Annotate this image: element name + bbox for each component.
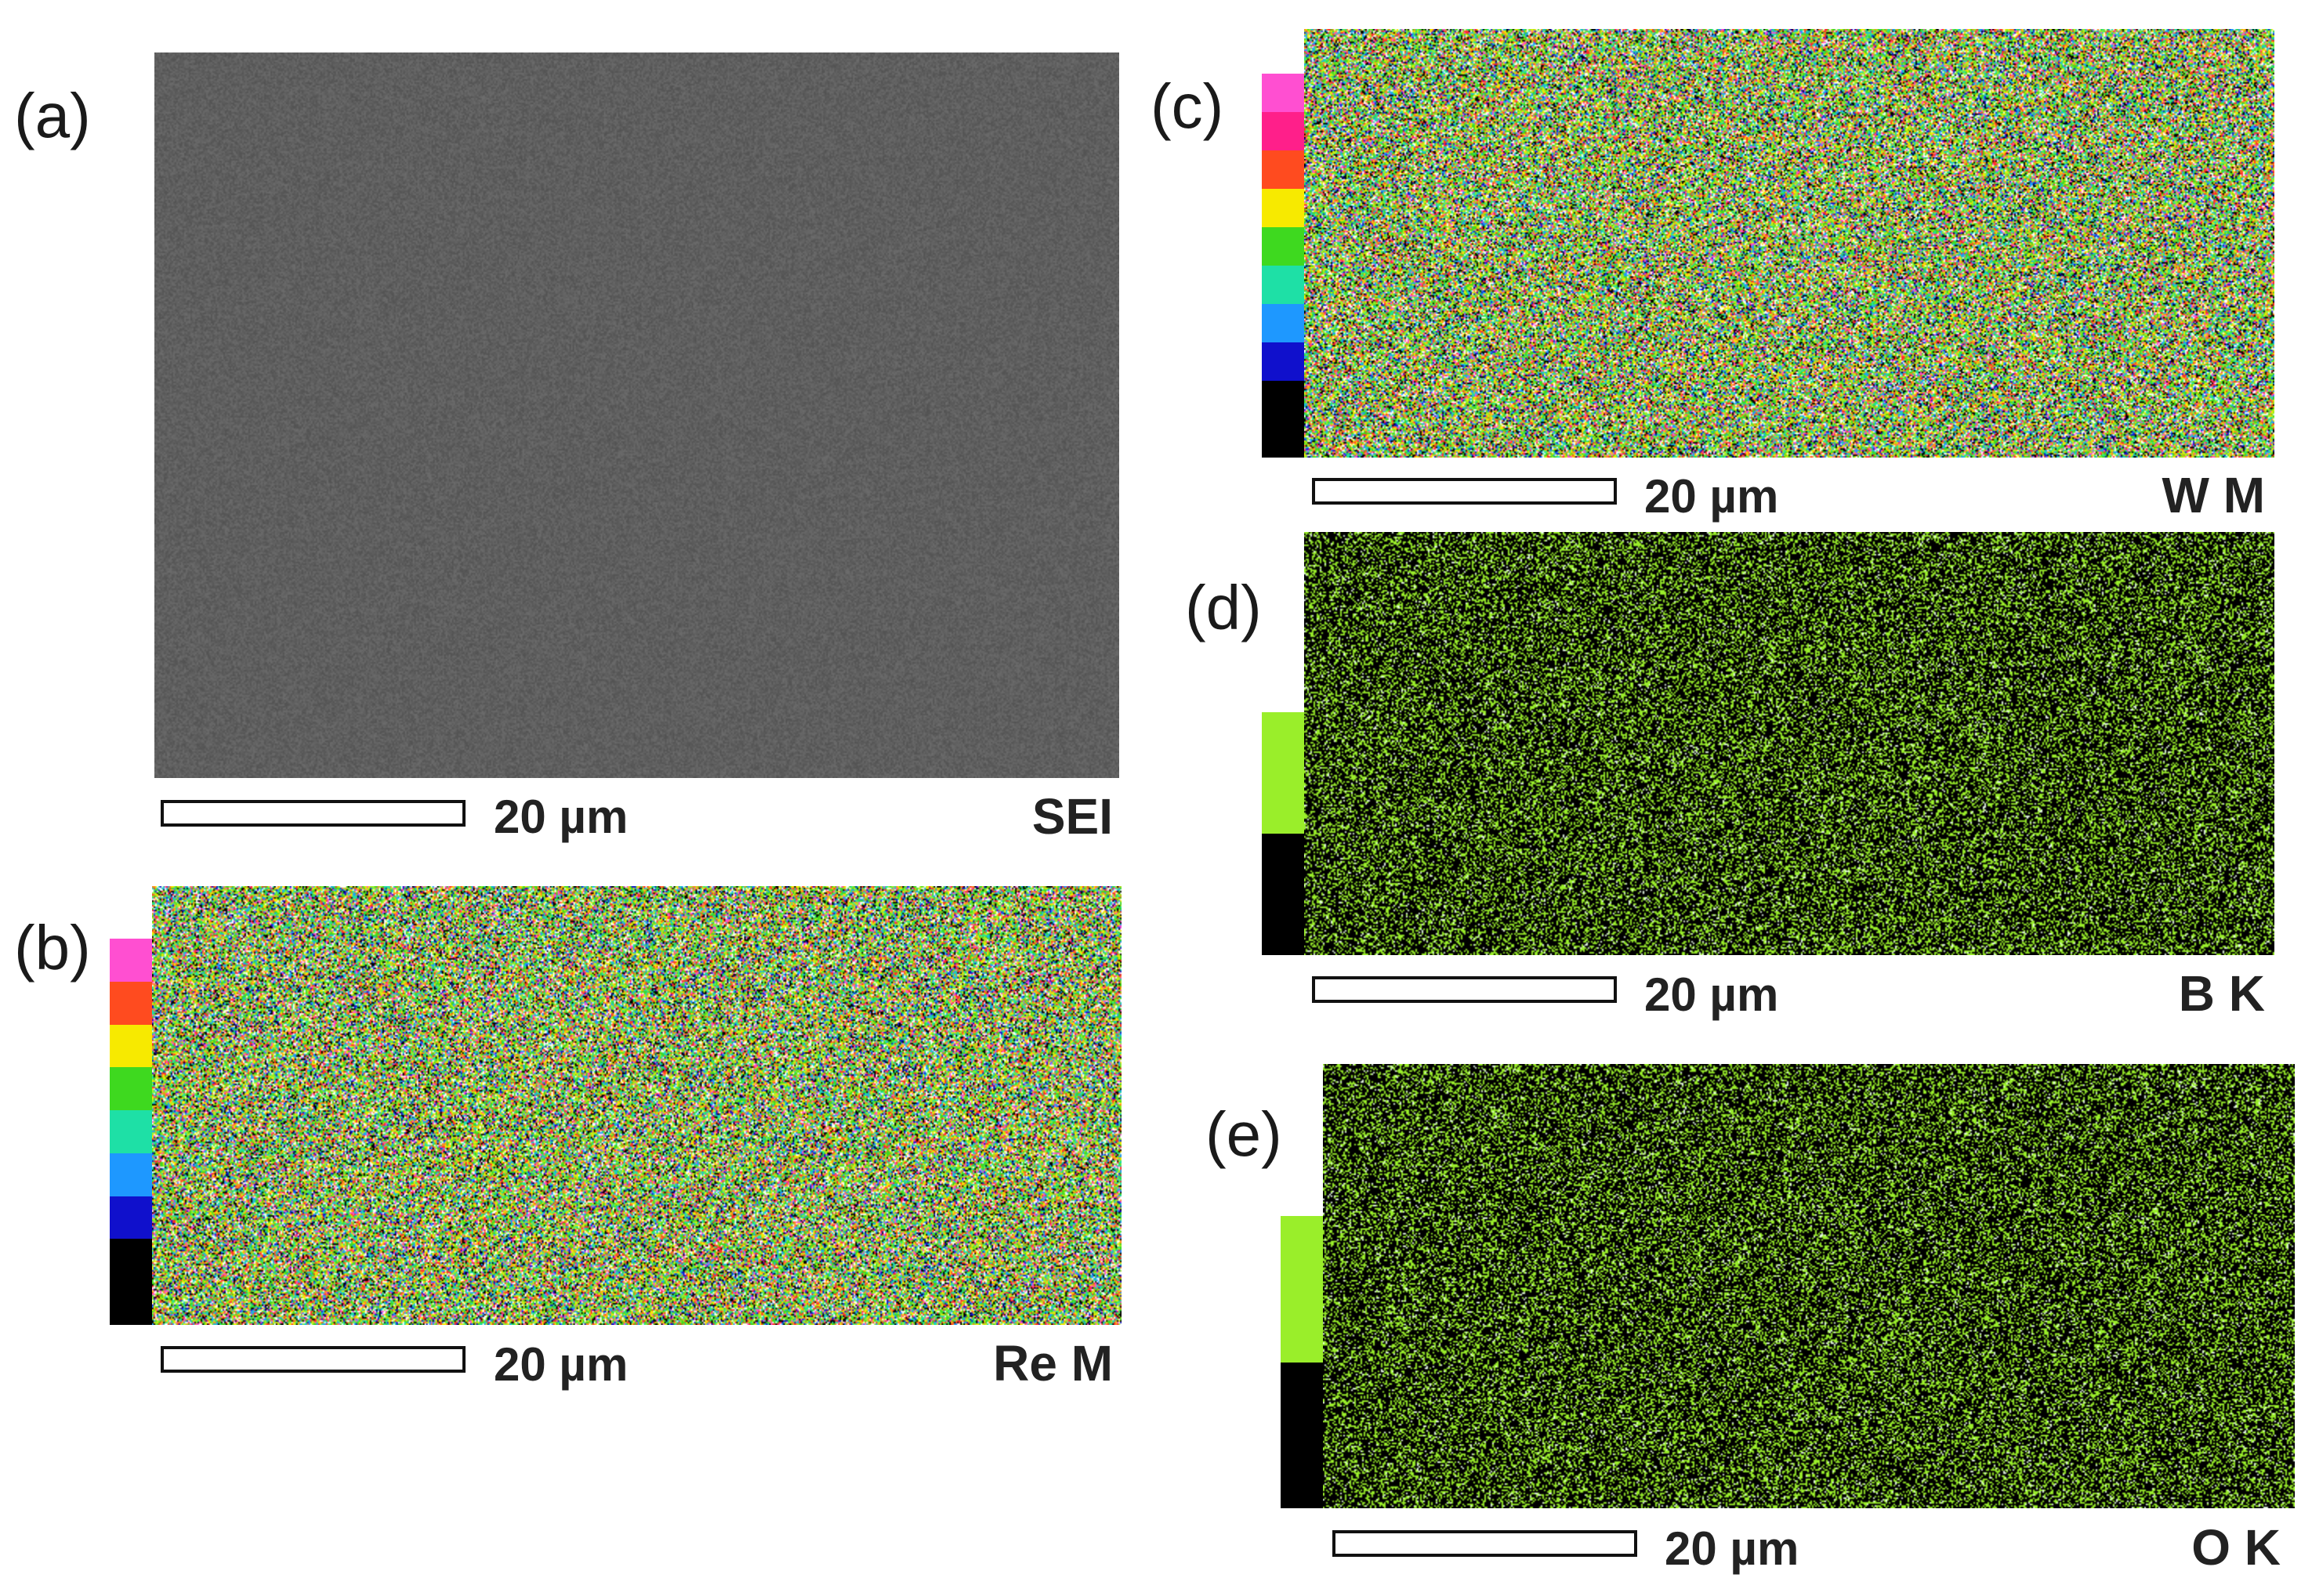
scale-label-c: 20 µm [1644, 470, 1779, 523]
b-k-map [1304, 532, 2274, 955]
panel-c-label: (c) [1151, 71, 1224, 141]
colorbar-d-segment-1 [1262, 834, 1304, 955]
colorbar-b [110, 939, 152, 1326]
colorbar-c-segment-1 [1262, 112, 1304, 150]
colorbar-d [1262, 712, 1304, 955]
colorbar-b-segment-5 [110, 1153, 152, 1196]
o-k-map [1323, 1064, 2295, 1508]
scale-label-e: 20 µm [1665, 1522, 1799, 1575]
scale-bar-d [1312, 976, 1617, 1003]
panel-b-label: (b) [14, 913, 91, 983]
scale-bar-c [1312, 478, 1617, 505]
colorbar-c [1262, 74, 1304, 458]
panel-e-label: (e) [1205, 1099, 1282, 1169]
panel-d-label: (d) [1185, 573, 1262, 642]
colorbar-c-segment-3 [1262, 189, 1304, 227]
colorbar-b-segment-0 [110, 939, 152, 982]
re-m-map [152, 886, 1122, 1325]
colorbar-e-segment-1 [1281, 1362, 1323, 1508]
colorbar-b-segment-7 [110, 1239, 152, 1283]
colorbar-c-segment-5 [1262, 266, 1304, 304]
colorbar-b-segment-3 [110, 1067, 152, 1111]
panel-a-label: (a) [14, 81, 91, 150]
signal-label-c: W M [2162, 467, 2266, 523]
colorbar-b-segment-2 [110, 1024, 152, 1068]
scale-bar-b [161, 1346, 466, 1373]
colorbar-e [1281, 1216, 1323, 1508]
colorbar-b-segment-1 [110, 981, 152, 1025]
colorbar-c-segment-0 [1262, 74, 1304, 112]
w-m-map [1304, 29, 2274, 458]
colorbar-c-segment-2 [1262, 150, 1304, 189]
colorbar-b-segment-8 [110, 1282, 152, 1326]
sei-image [154, 52, 1119, 778]
signal-label-d: B K [2178, 965, 2265, 1022]
scale-bar-a [161, 800, 466, 827]
scale-label-b: 20 µm [494, 1338, 629, 1391]
signal-label-e: O K [2191, 1519, 2281, 1576]
colorbar-c-segment-8 [1262, 381, 1304, 419]
signal-label-a: SEI [1031, 788, 1113, 845]
colorbar-c-segment-4 [1262, 227, 1304, 266]
colorbar-c-segment-6 [1262, 304, 1304, 342]
colorbar-e-segment-0 [1281, 1216, 1323, 1363]
scale-bar-e [1332, 1530, 1637, 1557]
colorbar-b-segment-6 [110, 1196, 152, 1240]
scale-label-a: 20 µm [494, 791, 629, 843]
colorbar-d-segment-0 [1262, 712, 1304, 834]
colorbar-c-segment-7 [1262, 342, 1304, 381]
colorbar-b-segment-4 [110, 1110, 152, 1153]
colorbar-c-segment-9 [1262, 419, 1304, 458]
signal-label-b: Re M [993, 1335, 1113, 1392]
scale-label-d: 20 µm [1644, 968, 1779, 1021]
